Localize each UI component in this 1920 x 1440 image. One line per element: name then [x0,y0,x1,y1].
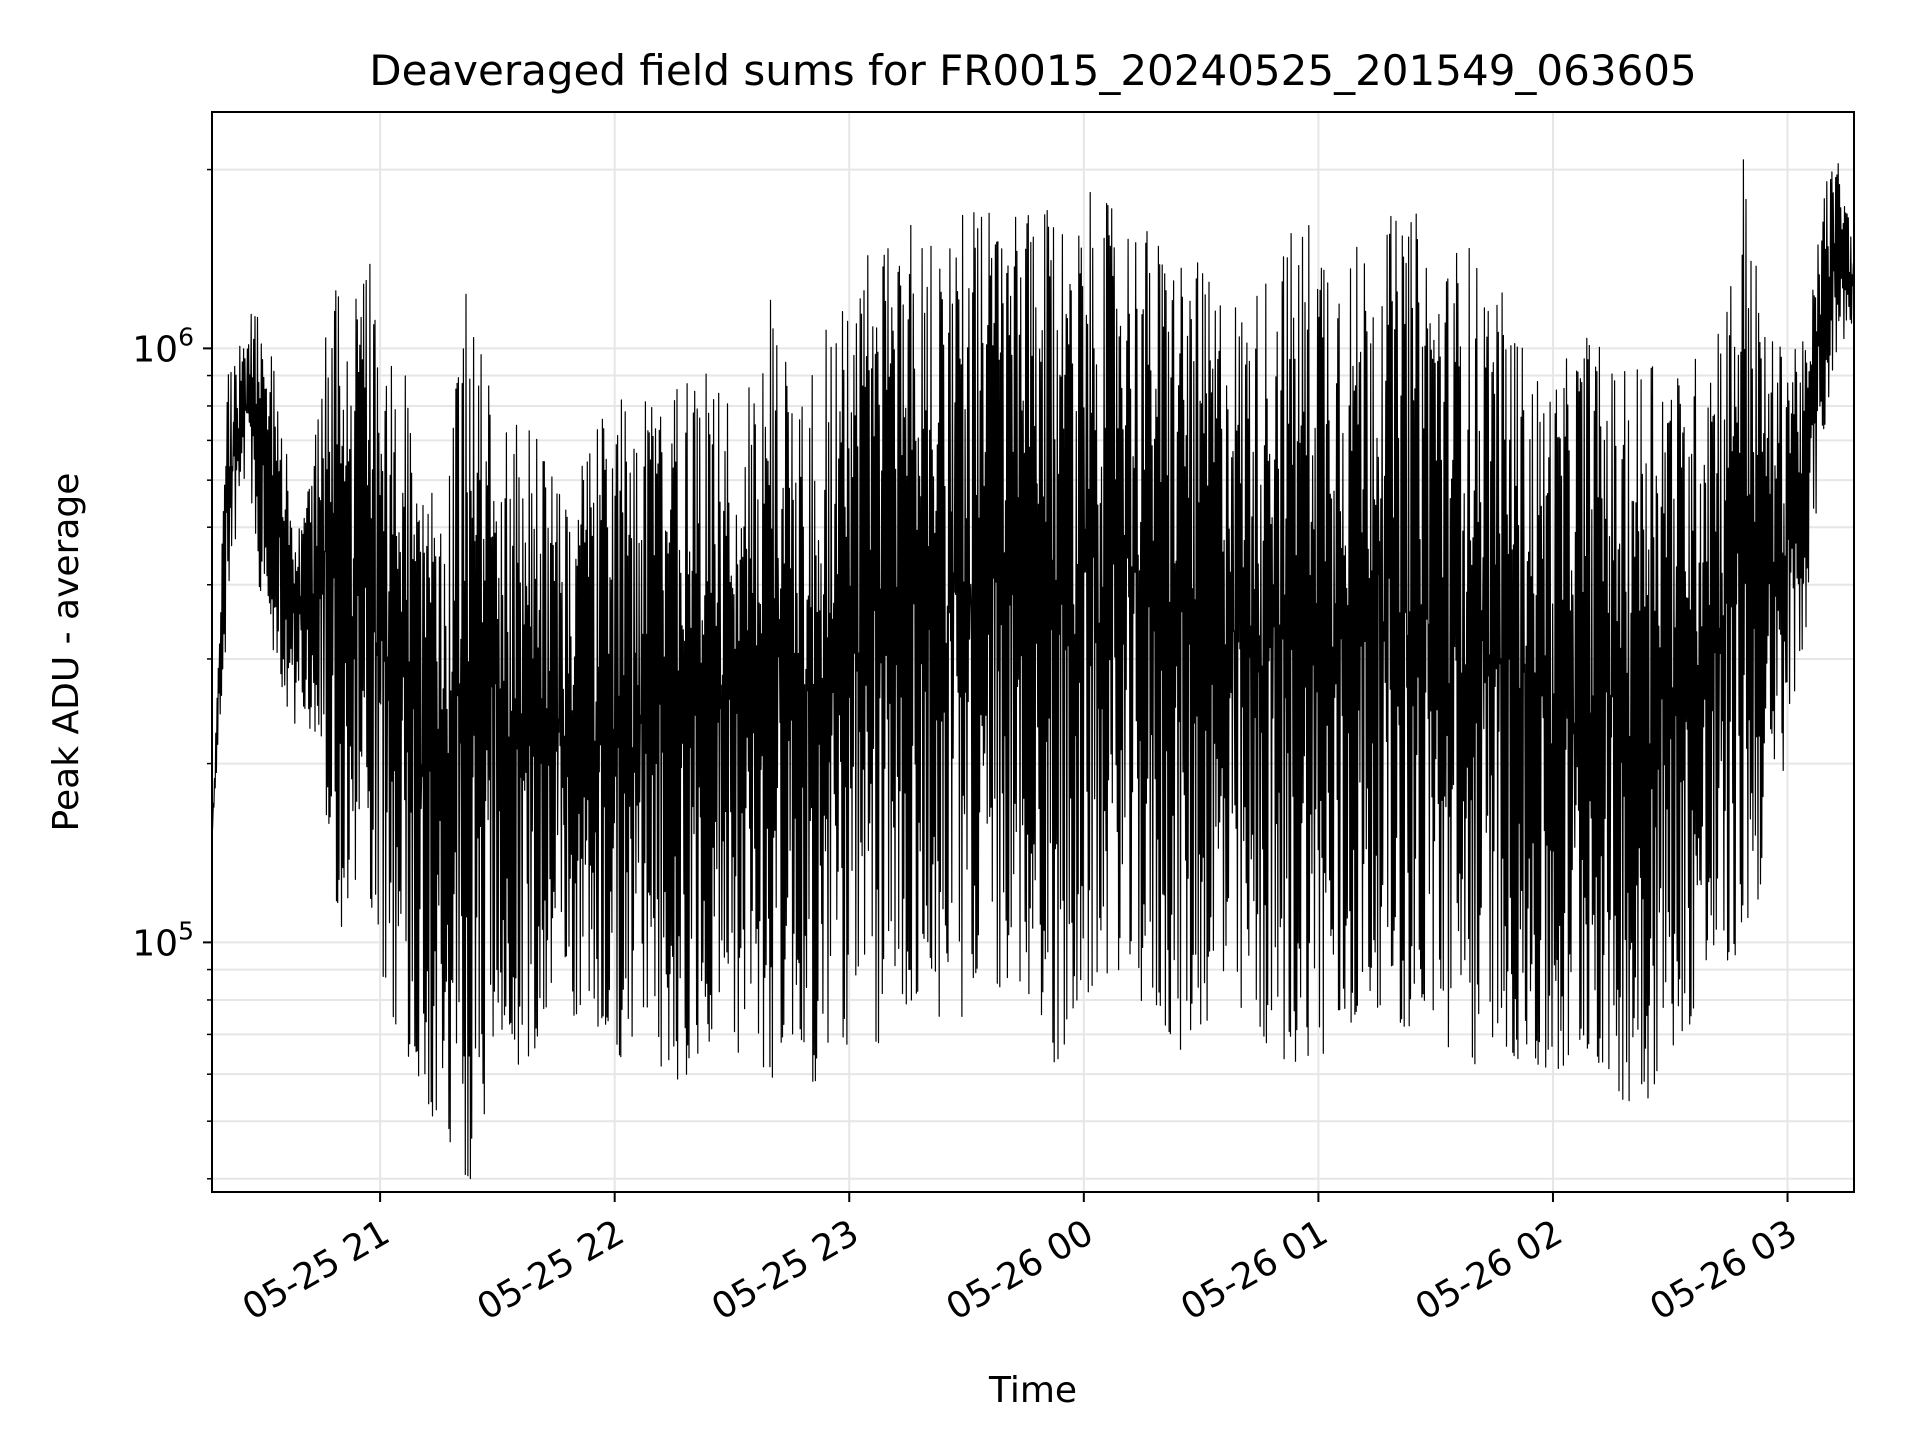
x-tick-label: 05-25 21 [236,1212,397,1328]
y-tick-label: 106 [132,322,194,370]
x-axis-label: Time [988,1370,1077,1411]
x-tick-label: 05-26 03 [1643,1212,1804,1328]
x-tick-label: 05-25 22 [471,1212,632,1328]
y-tick-label: 105 [132,916,194,964]
x-tick-label: 05-25 23 [705,1212,866,1328]
x-ticks: 05-25 21 05-25 22 05-25 23 05-26 00 05-26 01… [236,1192,1804,1329]
plot-frame [211,111,1855,1193]
y-ticks: 105 106 [132,168,212,1180]
x-tick-label: 05-26 00 [940,1212,1101,1328]
chart-title: Deaveraged field sums for FR0015_2024052… [369,46,1697,95]
y-axis-label: Peak ADU - average [46,473,87,832]
x-tick-label: 05-26 01 [1174,1212,1335,1328]
x-tick-label: 05-26 02 [1409,1212,1570,1328]
data-series-line [211,159,1855,1180]
